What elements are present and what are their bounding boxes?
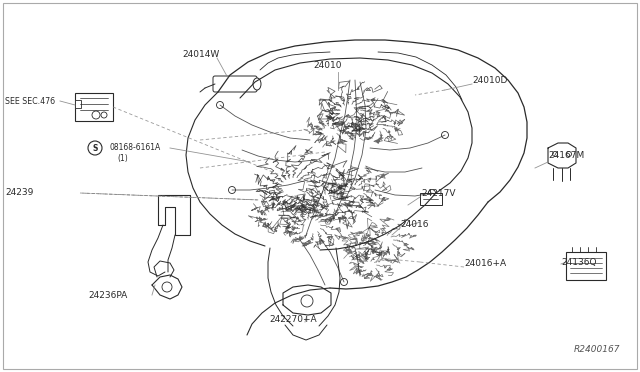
Text: 24239: 24239 [5, 187, 33, 196]
Text: 24167M: 24167M [548, 151, 584, 160]
Text: 242270+A: 242270+A [269, 315, 317, 324]
Text: 08168-6161A: 08168-6161A [110, 142, 161, 151]
Text: (1): (1) [117, 154, 128, 163]
Text: 24016+A: 24016+A [464, 259, 506, 267]
Text: R2400167: R2400167 [573, 345, 620, 354]
Circle shape [301, 295, 313, 307]
Text: 24236PA: 24236PA [88, 291, 127, 299]
Bar [75, 93, 113, 121]
Circle shape [92, 111, 100, 119]
Bar [566, 252, 606, 280]
Circle shape [552, 151, 557, 157]
Circle shape [101, 112, 107, 118]
Text: 24217V: 24217V [421, 189, 456, 198]
Text: S: S [92, 144, 98, 153]
Text: 24016: 24016 [400, 219, 429, 228]
FancyBboxPatch shape [213, 76, 257, 92]
Text: 24136Q: 24136Q [561, 259, 596, 267]
Bar [420, 193, 442, 205]
Circle shape [566, 151, 572, 157]
Circle shape [88, 141, 102, 155]
Text: SEE SEC.476: SEE SEC.476 [5, 96, 55, 106]
Ellipse shape [253, 78, 261, 90]
Circle shape [162, 282, 172, 292]
Bar [75, 100, 81, 108]
Text: 24010: 24010 [314, 61, 342, 70]
Text: 24010D: 24010D [472, 76, 508, 84]
Text: 24014W: 24014W [182, 49, 220, 58]
